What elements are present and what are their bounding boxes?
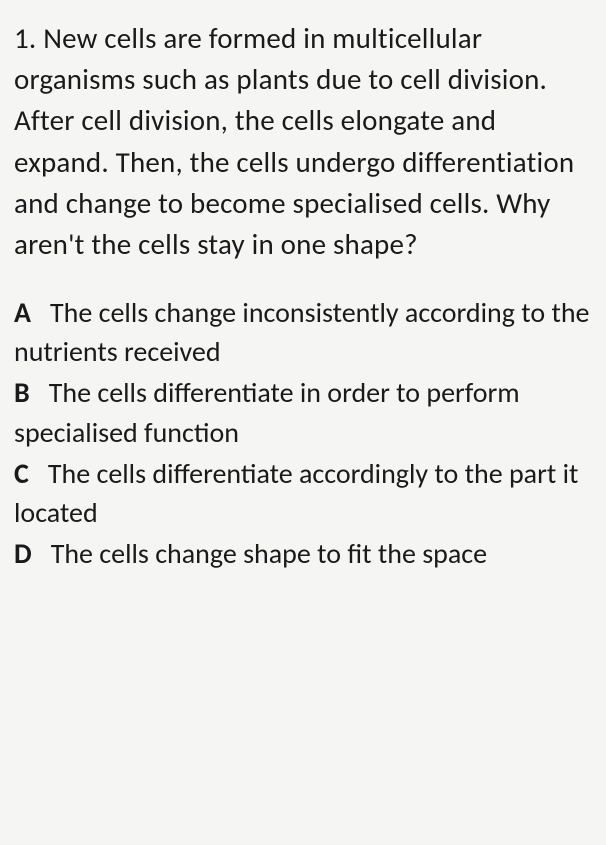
option-label-b: B <box>14 375 30 410</box>
option-text-c: The cells differentiate accordingly to t… <box>14 456 578 530</box>
question-number: 1. <box>14 20 36 56</box>
option-label-d: D <box>14 536 32 571</box>
option-d: D The cells change shape to fit the spac… <box>14 534 592 573</box>
option-label-a: A <box>14 295 31 330</box>
option-c: C The cells differentiate accordingly to… <box>14 454 592 532</box>
options-block: A The cells change inconsistently accord… <box>14 293 592 573</box>
option-label-c: C <box>14 456 29 491</box>
option-a: A The cells change inconsistently accord… <box>14 293 592 371</box>
option-b: B The cells differentiate in order to pe… <box>14 373 592 451</box>
question-body: New cells are formed in multicellular or… <box>14 20 574 262</box>
option-text-d: The cells change shape to fit the space <box>51 536 487 571</box>
option-text-b: The cells differentiate in order to perf… <box>14 375 520 449</box>
question-text: 1. New cells are formed in multicellular… <box>14 18 592 265</box>
option-text-a: The cells change inconsistently accordin… <box>14 295 590 369</box>
question-block: 1. New cells are formed in multicellular… <box>14 18 592 265</box>
